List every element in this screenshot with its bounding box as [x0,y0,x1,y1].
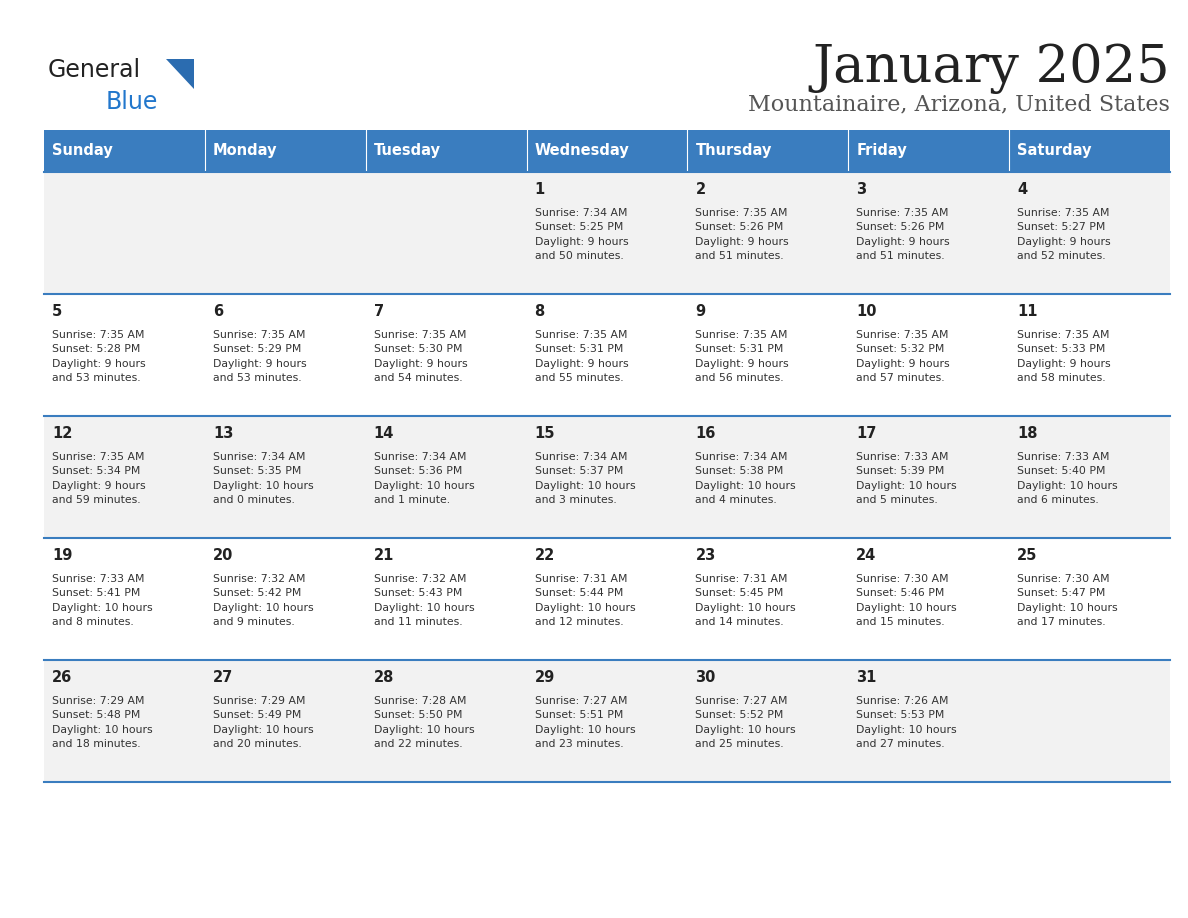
Bar [688,130,848,172]
Text: Sunrise: 7:30 AM
Sunset: 5:47 PM
Daylight: 10 hours
and 17 minutes.: Sunrise: 7:30 AM Sunset: 5:47 PM Dayligh… [1017,574,1118,627]
Text: 18: 18 [1017,426,1037,441]
Text: Sunrise: 7:35 AM
Sunset: 5:33 PM
Daylight: 9 hours
and 58 minutes.: Sunrise: 7:35 AM Sunset: 5:33 PM Dayligh… [1017,330,1111,383]
Text: 4: 4 [1017,182,1028,197]
Text: Sunrise: 7:35 AM
Sunset: 5:32 PM
Daylight: 9 hours
and 57 minutes.: Sunrise: 7:35 AM Sunset: 5:32 PM Dayligh… [857,330,950,383]
Text: Sunrise: 7:31 AM
Sunset: 5:44 PM
Daylight: 10 hours
and 12 minutes.: Sunrise: 7:31 AM Sunset: 5:44 PM Dayligh… [535,574,636,627]
Text: Sunrise: 7:26 AM
Sunset: 5:53 PM
Daylight: 10 hours
and 27 minutes.: Sunrise: 7:26 AM Sunset: 5:53 PM Dayligh… [857,696,958,749]
Bar [848,130,1009,172]
Bar [44,660,1170,782]
Text: Sunrise: 7:34 AM
Sunset: 5:25 PM
Daylight: 9 hours
and 50 minutes.: Sunrise: 7:34 AM Sunset: 5:25 PM Dayligh… [535,208,628,262]
Text: Sunrise: 7:35 AM
Sunset: 5:31 PM
Daylight: 9 hours
and 55 minutes.: Sunrise: 7:35 AM Sunset: 5:31 PM Dayligh… [535,330,628,383]
Text: Tuesday: Tuesday [374,143,441,159]
Text: 21: 21 [374,548,394,563]
Text: Sunrise: 7:35 AM
Sunset: 5:27 PM
Daylight: 9 hours
and 52 minutes.: Sunrise: 7:35 AM Sunset: 5:27 PM Dayligh… [1017,208,1111,262]
Text: 26: 26 [52,670,72,685]
Text: Sunrise: 7:35 AM
Sunset: 5:31 PM
Daylight: 9 hours
and 56 minutes.: Sunrise: 7:35 AM Sunset: 5:31 PM Dayligh… [695,330,789,383]
Text: 15: 15 [535,426,555,441]
Text: Sunrise: 7:34 AM
Sunset: 5:37 PM
Daylight: 10 hours
and 3 minutes.: Sunrise: 7:34 AM Sunset: 5:37 PM Dayligh… [535,452,636,505]
Text: Sunrise: 7:35 AM
Sunset: 5:26 PM
Daylight: 9 hours
and 51 minutes.: Sunrise: 7:35 AM Sunset: 5:26 PM Dayligh… [857,208,950,262]
Text: Sunday: Sunday [52,143,113,159]
Text: Saturday: Saturday [1017,143,1092,159]
Text: 6: 6 [213,304,223,319]
Text: Sunrise: 7:34 AM
Sunset: 5:36 PM
Daylight: 10 hours
and 1 minute.: Sunrise: 7:34 AM Sunset: 5:36 PM Dayligh… [374,452,474,505]
Text: Sunrise: 7:35 AM
Sunset: 5:29 PM
Daylight: 9 hours
and 53 minutes.: Sunrise: 7:35 AM Sunset: 5:29 PM Dayligh… [213,330,307,383]
Text: Wednesday: Wednesday [535,143,630,159]
Text: 16: 16 [695,426,716,441]
Text: Sunrise: 7:33 AM
Sunset: 5:39 PM
Daylight: 10 hours
and 5 minutes.: Sunrise: 7:33 AM Sunset: 5:39 PM Dayligh… [857,452,958,505]
Text: 17: 17 [857,426,877,441]
Text: 10: 10 [857,304,877,319]
Text: 24: 24 [857,548,877,563]
Text: 30: 30 [695,670,716,685]
Text: 5: 5 [52,304,62,319]
Text: January 2025: January 2025 [813,43,1170,94]
Text: 1: 1 [535,182,545,197]
Bar [44,172,1170,294]
Text: Sunrise: 7:27 AM
Sunset: 5:52 PM
Daylight: 10 hours
and 25 minutes.: Sunrise: 7:27 AM Sunset: 5:52 PM Dayligh… [695,696,796,749]
Text: Sunrise: 7:31 AM
Sunset: 5:45 PM
Daylight: 10 hours
and 14 minutes.: Sunrise: 7:31 AM Sunset: 5:45 PM Dayligh… [695,574,796,627]
Text: Sunrise: 7:27 AM
Sunset: 5:51 PM
Daylight: 10 hours
and 23 minutes.: Sunrise: 7:27 AM Sunset: 5:51 PM Dayligh… [535,696,636,749]
Text: Sunrise: 7:35 AM
Sunset: 5:34 PM
Daylight: 9 hours
and 59 minutes.: Sunrise: 7:35 AM Sunset: 5:34 PM Dayligh… [52,452,146,505]
Bar [204,130,366,172]
Text: 9: 9 [695,304,706,319]
Text: 19: 19 [52,548,72,563]
Text: Sunrise: 7:32 AM
Sunset: 5:43 PM
Daylight: 10 hours
and 11 minutes.: Sunrise: 7:32 AM Sunset: 5:43 PM Dayligh… [374,574,474,627]
Text: 3: 3 [857,182,866,197]
Text: Sunrise: 7:29 AM
Sunset: 5:48 PM
Daylight: 10 hours
and 18 minutes.: Sunrise: 7:29 AM Sunset: 5:48 PM Dayligh… [52,696,153,749]
Text: Thursday: Thursday [695,143,772,159]
Text: Sunrise: 7:35 AM
Sunset: 5:30 PM
Daylight: 9 hours
and 54 minutes.: Sunrise: 7:35 AM Sunset: 5:30 PM Dayligh… [374,330,467,383]
Text: Sunrise: 7:33 AM
Sunset: 5:40 PM
Daylight: 10 hours
and 6 minutes.: Sunrise: 7:33 AM Sunset: 5:40 PM Dayligh… [1017,452,1118,505]
Text: 31: 31 [857,670,877,685]
Bar [44,130,204,172]
Text: 7: 7 [374,304,384,319]
Text: 8: 8 [535,304,545,319]
Bar [44,538,1170,660]
Text: Mountainaire, Arizona, United States: Mountainaire, Arizona, United States [748,93,1170,115]
Bar [526,130,688,172]
Bar [1009,130,1170,172]
Text: 13: 13 [213,426,233,441]
Text: Sunrise: 7:28 AM
Sunset: 5:50 PM
Daylight: 10 hours
and 22 minutes.: Sunrise: 7:28 AM Sunset: 5:50 PM Dayligh… [374,696,474,749]
Text: Sunrise: 7:35 AM
Sunset: 5:28 PM
Daylight: 9 hours
and 53 minutes.: Sunrise: 7:35 AM Sunset: 5:28 PM Dayligh… [52,330,146,383]
Text: 25: 25 [1017,548,1037,563]
Text: 22: 22 [535,548,555,563]
Text: 12: 12 [52,426,72,441]
Text: Blue: Blue [106,90,158,114]
Text: Friday: Friday [857,143,908,159]
Text: Sunrise: 7:30 AM
Sunset: 5:46 PM
Daylight: 10 hours
and 15 minutes.: Sunrise: 7:30 AM Sunset: 5:46 PM Dayligh… [857,574,958,627]
Text: Sunrise: 7:34 AM
Sunset: 5:35 PM
Daylight: 10 hours
and 0 minutes.: Sunrise: 7:34 AM Sunset: 5:35 PM Dayligh… [213,452,314,505]
Text: Sunrise: 7:32 AM
Sunset: 5:42 PM
Daylight: 10 hours
and 9 minutes.: Sunrise: 7:32 AM Sunset: 5:42 PM Dayligh… [213,574,314,627]
Bar [366,130,526,172]
Text: 2: 2 [695,182,706,197]
Text: Monday: Monday [213,143,278,159]
Text: 20: 20 [213,548,233,563]
Text: 23: 23 [695,548,715,563]
Text: Sunrise: 7:35 AM
Sunset: 5:26 PM
Daylight: 9 hours
and 51 minutes.: Sunrise: 7:35 AM Sunset: 5:26 PM Dayligh… [695,208,789,262]
Text: 28: 28 [374,670,394,685]
Text: 27: 27 [213,670,233,685]
Text: Sunrise: 7:29 AM
Sunset: 5:49 PM
Daylight: 10 hours
and 20 minutes.: Sunrise: 7:29 AM Sunset: 5:49 PM Dayligh… [213,696,314,749]
Text: 29: 29 [535,670,555,685]
Bar [44,294,1170,416]
Polygon shape [166,59,194,89]
Text: 11: 11 [1017,304,1037,319]
Text: 14: 14 [374,426,394,441]
Text: Sunrise: 7:34 AM
Sunset: 5:38 PM
Daylight: 10 hours
and 4 minutes.: Sunrise: 7:34 AM Sunset: 5:38 PM Dayligh… [695,452,796,505]
Bar [44,416,1170,538]
Text: Sunrise: 7:33 AM
Sunset: 5:41 PM
Daylight: 10 hours
and 8 minutes.: Sunrise: 7:33 AM Sunset: 5:41 PM Dayligh… [52,574,153,627]
Text: General: General [48,58,141,82]
